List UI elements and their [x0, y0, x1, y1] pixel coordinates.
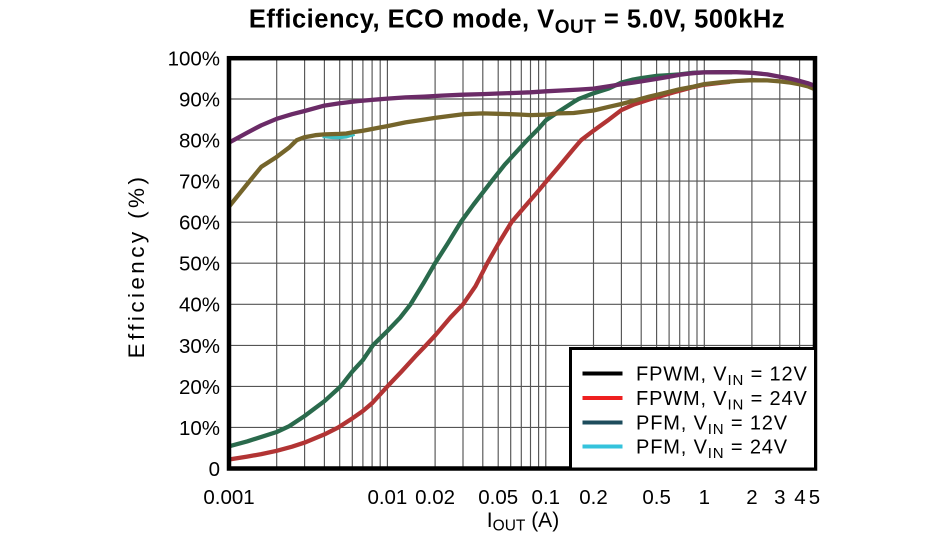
svg-text:3: 3 — [774, 486, 785, 509]
svg-text:4: 4 — [794, 486, 805, 509]
svg-text:30%: 30% — [179, 335, 220, 358]
svg-text:0.02: 0.02 — [415, 486, 455, 509]
svg-text:5: 5 — [809, 486, 820, 509]
svg-text:0: 0 — [209, 458, 220, 481]
svg-text:0.5: 0.5 — [642, 486, 671, 509]
svg-text:70%: 70% — [179, 171, 220, 194]
svg-text:20%: 20% — [179, 376, 220, 399]
svg-text:2: 2 — [746, 486, 757, 509]
svg-text:10%: 10% — [179, 417, 220, 440]
svg-text:0.05: 0.05 — [478, 486, 518, 509]
svg-text:90%: 90% — [179, 88, 220, 111]
svg-text:FPWM, VIN = 12V: FPWM, VIN = 12V — [636, 364, 808, 390]
svg-text:FPWM, VIN = 24V: FPWM, VIN = 24V — [636, 388, 808, 414]
svg-text:0.2: 0.2 — [579, 486, 608, 509]
svg-text:40%: 40% — [179, 294, 220, 317]
svg-text:60%: 60% — [179, 212, 220, 235]
svg-text:50%: 50% — [179, 253, 220, 276]
svg-text:1: 1 — [699, 486, 710, 509]
svg-text:0.1: 0.1 — [532, 486, 561, 509]
svg-text:80%: 80% — [179, 130, 220, 153]
svg-text:Efficiency (%): Efficiency (%) — [124, 174, 149, 359]
svg-text:Efficiency, ECO mode, VOUT = 5: Efficiency, ECO mode, VOUT = 5.0V, 500kH… — [249, 6, 785, 39]
svg-text:100%: 100% — [168, 47, 220, 70]
svg-text:0.01: 0.01 — [367, 486, 407, 509]
svg-text:0.001: 0.001 — [203, 486, 254, 509]
